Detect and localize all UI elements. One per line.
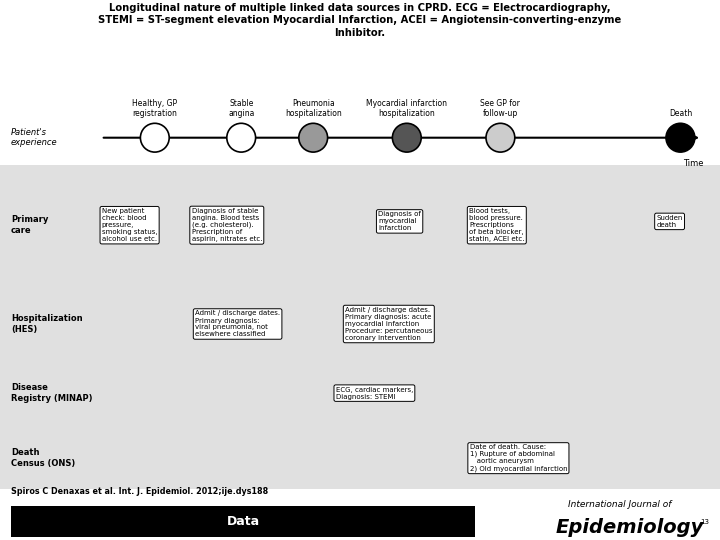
Text: Date of death. Cause:
1) Rupture of abdominal
   aortic aneurysm
2) Old myocardi: Date of death. Cause: 1) Rupture of abdo… — [469, 444, 567, 472]
Text: Stable
angina: Stable angina — [228, 98, 254, 118]
Ellipse shape — [140, 123, 169, 152]
Ellipse shape — [392, 123, 421, 152]
Ellipse shape — [299, 123, 328, 152]
Ellipse shape — [227, 123, 256, 152]
Ellipse shape — [486, 123, 515, 152]
Text: STEMI = ST-segment elevation Myocardial Infarction, ACEI = Angiotensin-convertin: STEMI = ST-segment elevation Myocardial … — [99, 15, 621, 25]
Text: Data: Data — [226, 515, 260, 528]
Text: Death
Census (ONS): Death Census (ONS) — [11, 448, 75, 468]
Text: Disease
Registry (MINAP): Disease Registry (MINAP) — [11, 383, 92, 403]
Text: New patient
check: blood
pressure,
smoking status,
alcohol use etc.: New patient check: blood pressure, smoki… — [102, 208, 158, 242]
Text: Diagnosis of
myocardial
infarction: Diagnosis of myocardial infarction — [378, 211, 421, 232]
Text: Primary
care: Primary care — [11, 215, 48, 235]
Text: Time: Time — [683, 159, 703, 168]
Text: Admit / discharge dates.
Primary diagnosis: acute
myocardial infarction
Procedur: Admit / discharge dates. Primary diagnos… — [345, 307, 433, 341]
Text: ECG, cardiac markers,
Diagnosis: STEMI: ECG, cardiac markers, Diagnosis: STEMI — [336, 387, 413, 400]
FancyBboxPatch shape — [0, 424, 720, 489]
Text: Myocardial infarction
hospitalization: Myocardial infarction hospitalization — [366, 98, 447, 118]
Text: Longitudinal nature of multiple linked data sources in CPRD. ECG = Electrocardio: Longitudinal nature of multiple linked d… — [109, 3, 611, 13]
Text: Spiros C Denaxas et al. Int. J. Epidemiol. 2012;ije.dys188: Spiros C Denaxas et al. Int. J. Epidemio… — [11, 487, 268, 496]
Text: 13: 13 — [701, 519, 709, 525]
FancyBboxPatch shape — [0, 284, 720, 364]
Text: Death: Death — [669, 109, 692, 118]
Text: Pneumonia
hospitalization: Pneumonia hospitalization — [285, 98, 341, 118]
Text: International Journal of: International Journal of — [567, 500, 671, 509]
Text: Sudden
death: Sudden death — [657, 215, 683, 228]
Text: Admit / discharge dates.
Primary diagnosis:
viral pneumonia, not
elsewhere class: Admit / discharge dates. Primary diagnos… — [195, 310, 280, 338]
Text: Epidemiology: Epidemiology — [556, 518, 704, 537]
FancyBboxPatch shape — [0, 364, 720, 424]
Text: Inhibitor.: Inhibitor. — [334, 28, 386, 38]
Text: Hospitalization
(HES): Hospitalization (HES) — [11, 314, 82, 334]
Text: See GP for
follow-up: See GP for follow-up — [480, 98, 521, 118]
Text: Blood tests,
blood pressure.
Prescriptions
of beta blocker,
statin, ACEI etc.: Blood tests, blood pressure. Prescriptio… — [469, 208, 525, 242]
Text: Patient's
experience: Patient's experience — [11, 128, 58, 147]
Text: Healthy, GP
registration: Healthy, GP registration — [132, 98, 177, 118]
Ellipse shape — [666, 123, 695, 152]
FancyBboxPatch shape — [11, 506, 475, 537]
FancyBboxPatch shape — [0, 165, 720, 284]
Text: Diagnosis of stable
angina. Blood tests
(e.g. cholesterol).
Prescription of
aspi: Diagnosis of stable angina. Blood tests … — [192, 208, 262, 242]
